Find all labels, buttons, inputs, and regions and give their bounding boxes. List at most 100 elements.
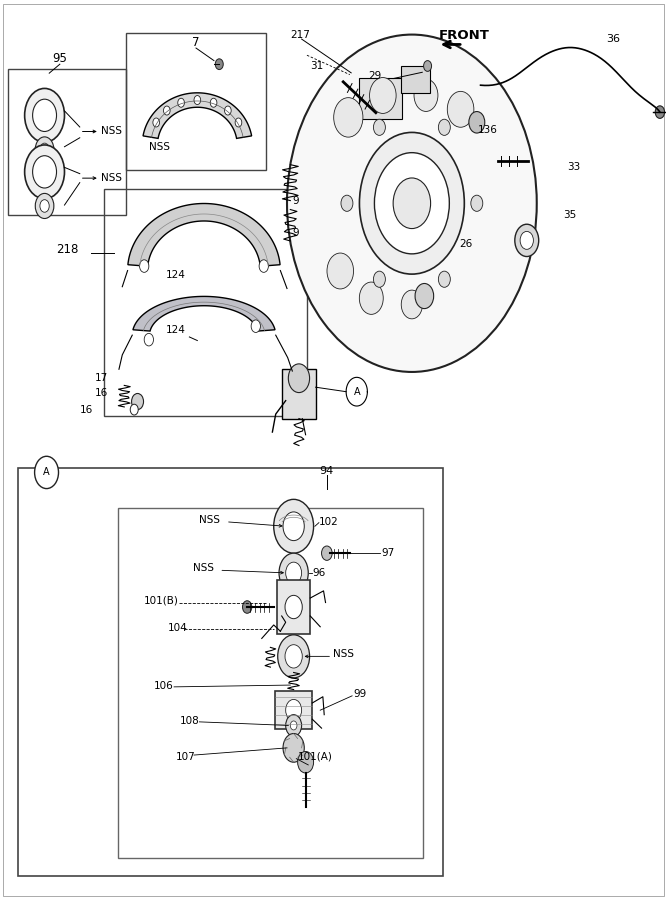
Circle shape (327, 253, 354, 289)
Circle shape (285, 644, 302, 668)
Circle shape (178, 98, 184, 107)
Circle shape (515, 224, 539, 256)
Bar (401, 66, 430, 93)
Circle shape (285, 715, 301, 736)
Circle shape (25, 145, 65, 199)
Bar (282, 369, 315, 419)
Circle shape (144, 333, 153, 346)
Circle shape (225, 106, 231, 115)
Circle shape (360, 282, 384, 314)
Text: 94: 94 (319, 465, 334, 475)
Circle shape (520, 231, 534, 249)
Circle shape (40, 200, 49, 212)
Text: 16: 16 (80, 405, 93, 415)
Circle shape (25, 88, 65, 142)
Text: 26: 26 (460, 238, 473, 248)
Text: 217: 217 (290, 31, 310, 40)
Circle shape (243, 600, 252, 613)
Circle shape (33, 156, 57, 188)
Text: 124: 124 (166, 325, 186, 335)
Text: 29: 29 (369, 71, 382, 81)
Circle shape (334, 97, 363, 137)
Circle shape (341, 195, 353, 212)
Circle shape (259, 260, 268, 273)
Circle shape (153, 118, 159, 127)
Circle shape (415, 284, 434, 309)
Text: NSS: NSS (334, 649, 354, 659)
Circle shape (374, 271, 386, 287)
Circle shape (287, 34, 537, 372)
Circle shape (210, 98, 217, 107)
Text: A: A (43, 467, 50, 477)
Circle shape (374, 153, 450, 254)
Text: 106: 106 (154, 681, 174, 691)
Text: 102: 102 (319, 517, 339, 526)
Circle shape (297, 752, 313, 773)
Circle shape (360, 132, 464, 274)
Circle shape (283, 734, 304, 762)
Circle shape (285, 596, 302, 618)
Circle shape (273, 500, 313, 554)
Text: 36: 36 (606, 34, 620, 44)
Polygon shape (128, 203, 280, 266)
Bar (8, 68, 126, 215)
Polygon shape (143, 93, 251, 139)
Circle shape (131, 393, 143, 410)
Circle shape (279, 554, 308, 593)
Text: 136: 136 (478, 125, 498, 135)
Text: 16: 16 (94, 388, 107, 398)
Circle shape (285, 699, 301, 721)
Text: FRONT: FRONT (438, 29, 490, 42)
Circle shape (424, 60, 432, 71)
Circle shape (414, 79, 438, 112)
Text: 17: 17 (94, 374, 107, 383)
Text: 9: 9 (292, 195, 299, 205)
Circle shape (130, 404, 138, 415)
Bar (277, 580, 310, 634)
Circle shape (469, 112, 485, 133)
Text: NSS: NSS (199, 515, 220, 525)
Circle shape (321, 546, 332, 561)
Bar (117, 508, 423, 859)
Circle shape (139, 260, 149, 273)
Text: 99: 99 (354, 689, 367, 699)
Circle shape (438, 271, 450, 287)
Text: 7: 7 (192, 36, 199, 50)
Circle shape (163, 106, 170, 115)
Circle shape (288, 364, 309, 392)
Circle shape (35, 137, 54, 162)
Text: 124: 124 (166, 270, 186, 280)
Text: 35: 35 (563, 210, 576, 220)
Text: 218: 218 (57, 242, 79, 256)
Text: 95: 95 (53, 52, 67, 66)
Text: A: A (354, 387, 360, 397)
Bar (126, 32, 265, 170)
Circle shape (370, 77, 396, 113)
Circle shape (35, 456, 59, 489)
Text: 97: 97 (382, 548, 395, 558)
Circle shape (655, 106, 664, 119)
Circle shape (290, 721, 297, 730)
Circle shape (215, 58, 223, 69)
Circle shape (235, 118, 241, 127)
Bar (359, 78, 402, 119)
Circle shape (33, 99, 57, 131)
Circle shape (448, 92, 474, 127)
Text: 9: 9 (292, 228, 299, 238)
Circle shape (402, 290, 422, 319)
Bar (104, 189, 307, 416)
Text: 108: 108 (179, 716, 199, 726)
Text: 101(A): 101(A) (297, 752, 333, 761)
Circle shape (283, 512, 304, 541)
Circle shape (374, 119, 386, 135)
Text: NSS: NSS (101, 173, 122, 183)
Text: 33: 33 (568, 162, 580, 173)
Bar (18, 468, 443, 877)
Text: 107: 107 (175, 752, 195, 761)
Polygon shape (133, 296, 275, 331)
Circle shape (35, 194, 54, 219)
Text: NSS: NSS (149, 141, 170, 152)
Circle shape (194, 95, 201, 104)
Circle shape (438, 119, 450, 135)
Circle shape (471, 195, 483, 212)
